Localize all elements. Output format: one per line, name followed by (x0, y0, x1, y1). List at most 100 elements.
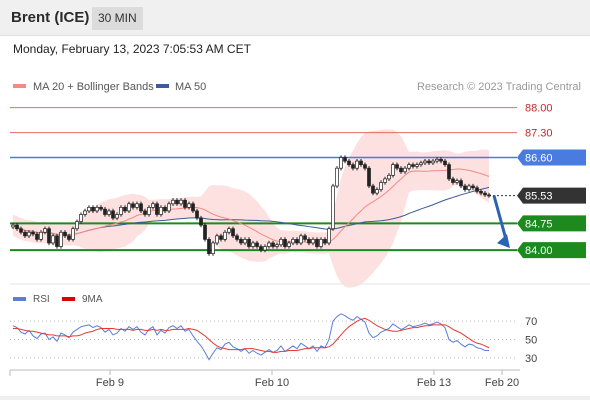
candle (243, 239, 247, 244)
candle (447, 164, 451, 180)
candle (167, 203, 171, 212)
candle (23, 231, 27, 237)
candle (71, 228, 75, 240)
candle (235, 235, 239, 240)
candle (343, 157, 347, 162)
candle (51, 235, 55, 244)
candle (187, 203, 191, 208)
credit-text: Research © 2023 Trading Central (417, 81, 581, 93)
candle (159, 207, 163, 215)
candle (199, 217, 203, 226)
chart-footer (0, 396, 590, 400)
candle (279, 239, 283, 246)
candle (87, 207, 91, 212)
candle (487, 194, 491, 197)
candle (79, 214, 83, 222)
candle (95, 207, 99, 212)
candle (163, 207, 167, 212)
price-level-label: 87.30 (525, 128, 553, 140)
candle (39, 231, 43, 240)
price-level-tag (517, 215, 586, 232)
candle (111, 210, 115, 219)
candle (299, 235, 303, 244)
candle (123, 207, 127, 212)
candle (339, 157, 343, 169)
candle (171, 199, 175, 205)
candle (215, 235, 219, 244)
candle (251, 242, 255, 247)
candle (43, 228, 47, 233)
legend-swatch-ma20 (13, 84, 26, 88)
price-level-tag (517, 149, 586, 166)
candle (391, 164, 395, 176)
legend-swatch-ma50 (156, 84, 169, 88)
candle (119, 207, 123, 215)
price-level-label: 88.00 (525, 103, 553, 115)
candle (467, 185, 471, 190)
price-level-label: 85.53 (525, 191, 553, 203)
ma20-line (12, 168, 490, 244)
candle (407, 164, 411, 169)
candle (31, 231, 35, 235)
candle (439, 158, 443, 162)
candle (107, 210, 111, 215)
candle (411, 164, 415, 167)
candle (19, 228, 23, 233)
instrument-title: Brent (ICE) (11, 9, 90, 26)
candle (135, 203, 139, 208)
candle (335, 167, 339, 187)
candle (155, 203, 159, 215)
candle (271, 242, 275, 247)
candle (355, 160, 359, 169)
candle (291, 239, 295, 244)
candle (351, 164, 355, 169)
candle (399, 167, 403, 173)
legend-swatch-9ma (62, 297, 75, 301)
candle (227, 228, 231, 233)
candle (151, 203, 155, 208)
candle (471, 185, 475, 189)
candle (15, 224, 19, 230)
candle (55, 235, 59, 247)
candle (379, 182, 383, 190)
candle (463, 185, 467, 190)
candle (371, 185, 375, 194)
candle (139, 203, 143, 212)
candle (67, 235, 71, 240)
price-level-label: 84.00 (525, 245, 553, 257)
rsi-tick-label: 50 (525, 335, 537, 347)
time-axis-label: Feb 13 (417, 377, 451, 389)
price-level-label: 86.60 (525, 153, 553, 165)
candle (363, 164, 367, 169)
candle (359, 160, 363, 165)
candle (191, 203, 195, 212)
candle (427, 160, 431, 164)
candle (127, 203, 131, 212)
candle (63, 231, 67, 237)
price-level-label: 84.75 (525, 218, 553, 230)
interval-button[interactable]: 30 MIN (92, 7, 143, 30)
candle (91, 207, 95, 212)
time-axis-label: Feb 9 (96, 377, 124, 389)
candle (47, 228, 51, 244)
forecast-arrow (492, 195, 509, 244)
candle (295, 239, 299, 244)
price-level-tag (517, 242, 586, 259)
candle (27, 231, 31, 237)
candle (231, 228, 235, 237)
candle (395, 164, 399, 169)
candle (75, 221, 79, 230)
candle (475, 187, 479, 192)
price-level-tag (517, 187, 586, 204)
candle (115, 214, 119, 219)
candle (419, 162, 423, 165)
candle (383, 178, 387, 183)
candle (223, 231, 227, 240)
bollinger-band (13, 129, 489, 288)
candle (375, 189, 379, 194)
candle (387, 174, 391, 180)
candle (99, 207, 103, 210)
candle (331, 185, 335, 230)
legend-label-ma50: MA 50 (175, 81, 206, 93)
